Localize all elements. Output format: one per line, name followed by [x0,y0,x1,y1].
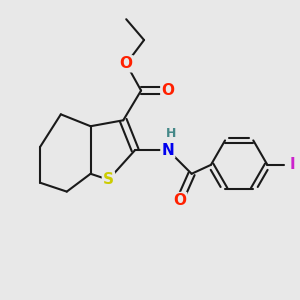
Text: O: O [161,83,174,98]
Text: I: I [289,158,295,172]
Text: H: H [166,127,176,140]
Text: S: S [103,172,114,187]
Text: O: O [173,193,186,208]
Text: O: O [120,56,133,71]
Text: N: N [161,142,174,158]
